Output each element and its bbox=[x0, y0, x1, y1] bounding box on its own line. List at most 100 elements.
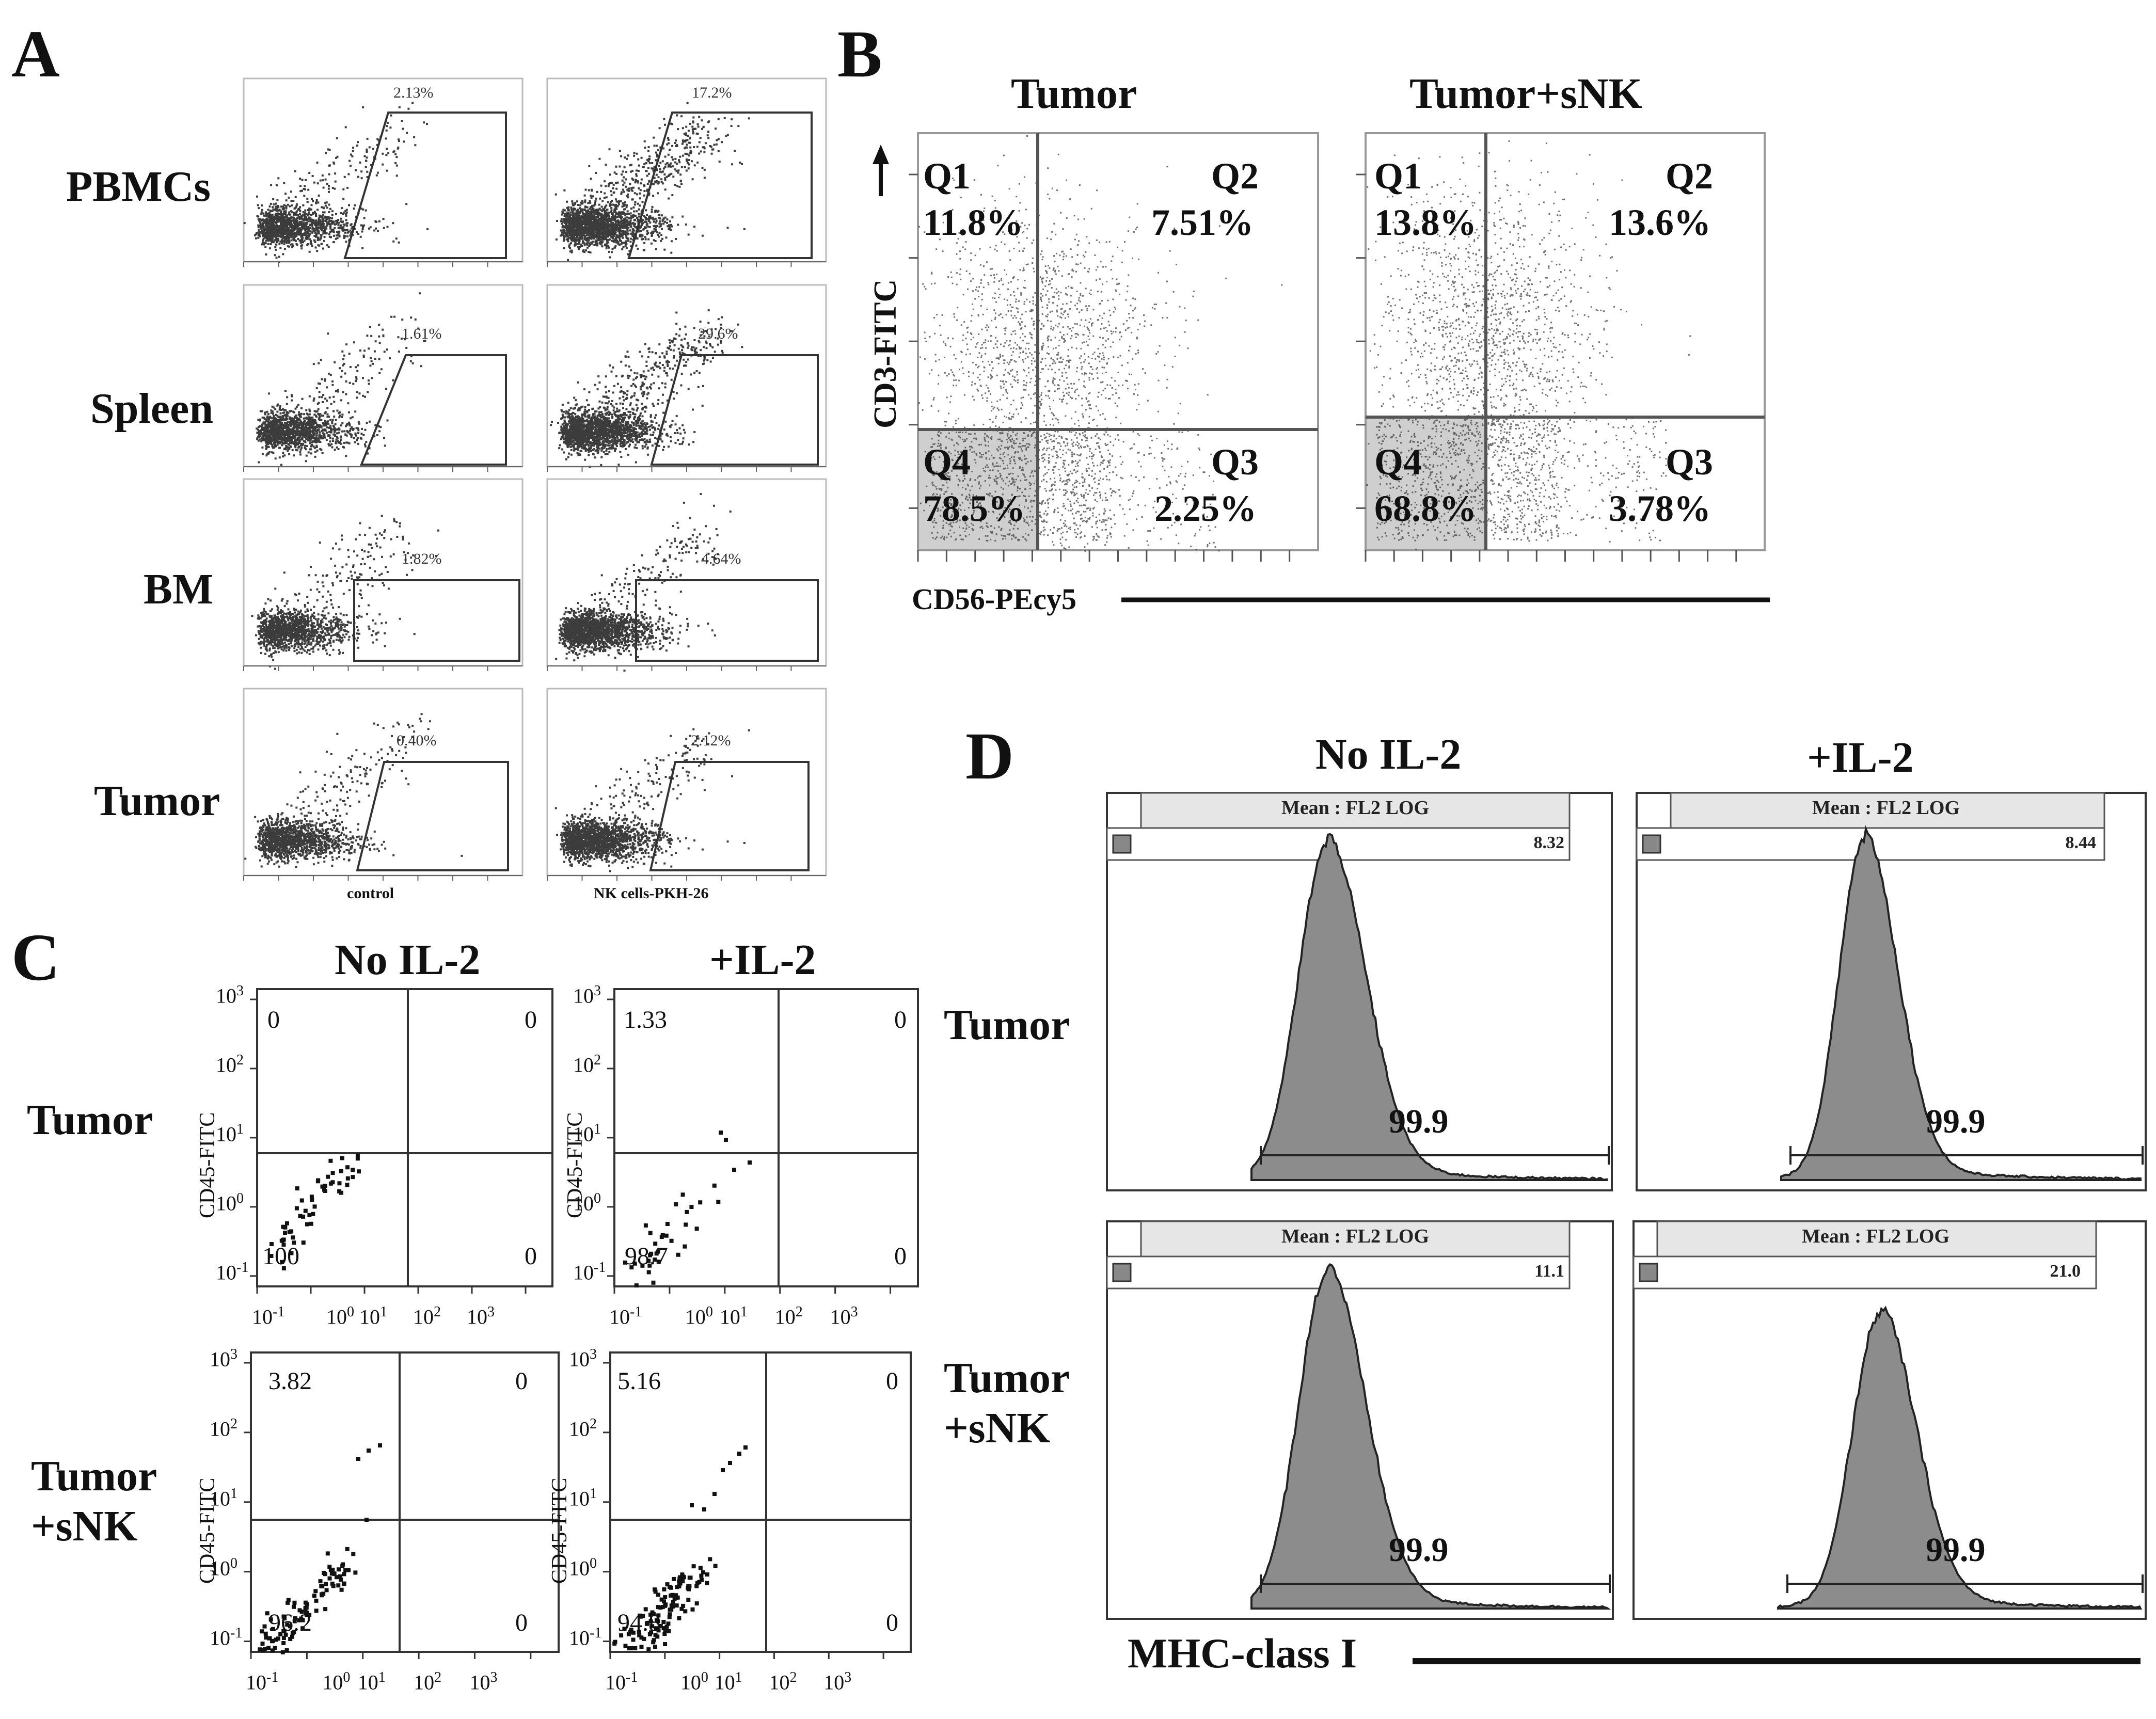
panel-a-plot-4-2-gate bbox=[649, 761, 810, 871]
panel-c-plot-1-ytick-label: 101 bbox=[216, 1121, 244, 1146]
panel-c-plot-2-ytick-label: 103 bbox=[573, 983, 601, 1008]
panel-d-p3-pct: 99.9 bbox=[1389, 1531, 1449, 1569]
panel-c-plot-3-xtick-label: 101 bbox=[357, 1669, 386, 1694]
event-dots bbox=[251, 515, 439, 670]
panel-b-p1-q3-label: Q3 bbox=[1211, 441, 1259, 483]
panel-a-pct-pbmcs-control: 2.13% bbox=[393, 84, 434, 101]
panel-c-plot-3-xtick-label: 103 bbox=[469, 1669, 498, 1694]
panel-a-pct-bm-nk: 4.64% bbox=[701, 550, 741, 567]
panel-a-plot-4-1-events bbox=[244, 713, 463, 868]
panel-d-p2-header: Mean : FL2 LOG bbox=[1812, 797, 1960, 819]
panel-c-p1-ll: 100 bbox=[262, 1243, 299, 1270]
panel-label-c: C bbox=[11, 920, 60, 995]
panel-c-plot-3-ytick-label: 10-1 bbox=[210, 1625, 243, 1649]
event-dots bbox=[550, 309, 743, 468]
panel-d-col-no-il2: No IL-2 bbox=[1315, 730, 1462, 778]
panel-c-plot-1-xtick-label: 102 bbox=[413, 1304, 441, 1329]
panel-a-plot-1-2-events bbox=[554, 102, 750, 261]
panel-c-plot-1-ytick-label: 103 bbox=[216, 983, 244, 1008]
panel-c-plot-2-ytick-label: 10-1 bbox=[573, 1259, 606, 1284]
panel-d-plot-4-histogram bbox=[1777, 1306, 2143, 1610]
panel-a-pct-bm-control: 1.82% bbox=[402, 550, 442, 567]
panel-c-plot-3-ytick-label: 102 bbox=[210, 1415, 237, 1441]
panel-c-plot-1-xtick-label: 101 bbox=[359, 1304, 387, 1329]
panel-a-plot-1-2-gate bbox=[627, 112, 813, 259]
panel-d-p1-header: Mean : FL2 LOG bbox=[1281, 797, 1430, 819]
panel-c-p1-ul: 0 bbox=[267, 1006, 280, 1033]
panel-a-row-bm: BM bbox=[144, 565, 214, 613]
panel-b-p1-q2-label: Q2 bbox=[1211, 155, 1259, 197]
panel-c-plot-4-xtick-label: 100 bbox=[680, 1669, 708, 1694]
panel-c-p4-ylabel: CD45-FITC bbox=[548, 1477, 572, 1584]
panel-c-plot-1-ytick-label: 100 bbox=[216, 1190, 244, 1215]
panel-c-plot-4 bbox=[609, 1351, 912, 1653]
panel-a-pct-tumor-nk: 2.12% bbox=[691, 732, 731, 749]
panel-c-plot-2-xtick-label: 101 bbox=[719, 1304, 748, 1329]
panel-a-plot-4-1-gate bbox=[356, 761, 509, 871]
panel-c-plot-4-ytick-label: 103 bbox=[569, 1346, 597, 1371]
event-dots bbox=[269, 1153, 361, 1270]
panel-d-plot-1-swatch bbox=[1112, 834, 1132, 854]
panel-c-p4-ur: 0 bbox=[886, 1367, 898, 1395]
panel-d-row-tumor: Tumor bbox=[944, 1001, 1070, 1049]
panel-c-p3-ll: 96.2 bbox=[268, 1609, 312, 1636]
panel-label-d: D bbox=[965, 719, 1014, 793]
panel-c-col-il2: +IL-2 bbox=[709, 936, 816, 984]
event-dots bbox=[258, 1443, 382, 1654]
panel-c-p3-lr: 0 bbox=[515, 1609, 528, 1636]
event-dots bbox=[243, 102, 429, 263]
panel-b-yarrow-head bbox=[873, 145, 889, 164]
panel-c-plot-4-ytick-label: 102 bbox=[569, 1415, 597, 1441]
panel-d-p3-mean: 11.1 bbox=[1534, 1262, 1564, 1281]
panel-a-plot-3-2-events bbox=[555, 493, 732, 672]
panel-c-p2-ur: 0 bbox=[894, 1006, 907, 1033]
panel-c-plot-3-ytick-label: 101 bbox=[210, 1485, 237, 1510]
panel-c-plot-1-xtick-label: 10-1 bbox=[252, 1304, 285, 1329]
panel-c-plot-2-xtick-label: 103 bbox=[830, 1304, 858, 1329]
panel-a-plot-1-1-events bbox=[243, 102, 429, 263]
panel-b-p1-q2-value: 7.51% bbox=[1151, 202, 1254, 243]
panel-d-p1-mean: 8.32 bbox=[1533, 833, 1565, 852]
panel-c-plot-3-xtick-label: 102 bbox=[414, 1669, 442, 1694]
panel-c-plot-2-xtick-label: 102 bbox=[774, 1304, 803, 1329]
panel-c-plot-2-ytick-label: 101 bbox=[573, 1121, 601, 1146]
panel-label-a: A bbox=[11, 17, 60, 91]
panel-a-row-tumor: Tumor bbox=[94, 777, 220, 825]
panel-a-pct-spleen-control: 1.61% bbox=[402, 325, 442, 342]
event-dots bbox=[612, 1445, 748, 1652]
panel-d-plot-3-swatch bbox=[1112, 1263, 1132, 1282]
panel-a-plot-2-2-gate bbox=[650, 354, 819, 466]
panel-c-p3-ul: 3.82 bbox=[268, 1367, 312, 1395]
event-dots bbox=[554, 728, 750, 872]
panel-c-plot-1-ytick-label: 102 bbox=[216, 1052, 244, 1077]
panel-d-p4-mean: 21.0 bbox=[2050, 1262, 2081, 1281]
panel-a-xlabel-nk: NK cells-PKH-26 bbox=[594, 885, 709, 902]
event-dots bbox=[244, 713, 463, 868]
panel-b-p1-q4: Q4 78.5% bbox=[923, 441, 1025, 529]
panel-c-plot-4-ytick-label: 10-1 bbox=[569, 1625, 602, 1649]
panel-d-plot-4-swatch bbox=[1639, 1263, 1658, 1282]
panel-b-p2-q2-label: Q2 bbox=[1666, 155, 1714, 197]
panel-c-p2-ll: 98.7 bbox=[625, 1243, 668, 1270]
panel-a-plot-2-1-events bbox=[256, 292, 426, 466]
panel-a-pct-tumor-control: 0.40% bbox=[397, 732, 437, 749]
panel-c-row-tumor: Tumor bbox=[27, 1096, 153, 1144]
panel-c-plot-3 bbox=[250, 1351, 560, 1653]
panel-b-title-tumor-snk: Tumor+sNK bbox=[1409, 70, 1642, 118]
event-dots bbox=[554, 102, 750, 261]
panel-d-plot-4-header-box bbox=[1656, 1220, 2097, 1258]
panel-c-plot-3-xtick-label: 10-1 bbox=[246, 1669, 279, 1694]
panel-c-plot-4-xtick-label: 101 bbox=[714, 1669, 742, 1694]
panel-d-p4-header: Mean : FL2 LOG bbox=[1801, 1225, 1950, 1247]
event-dots bbox=[1366, 140, 1691, 550]
panel-c-plot-3-xtick-label: 100 bbox=[322, 1669, 351, 1694]
panel-c-plot-1-ytick-label: 10-1 bbox=[216, 1259, 249, 1284]
panel-a-plot-4-2-events bbox=[554, 728, 750, 872]
panel-b-p1-q1: Q1 11.8% bbox=[923, 155, 1024, 243]
panel-c-plot-2-xtick-label: 100 bbox=[685, 1304, 713, 1329]
panel-d-plot-1-histogram bbox=[1250, 833, 1608, 1181]
panel-b-plot-2-events bbox=[1366, 140, 1691, 550]
panel-a-row-spleen: Spleen bbox=[90, 385, 214, 433]
panel-c-col-no-il2: No IL-2 bbox=[335, 936, 481, 984]
